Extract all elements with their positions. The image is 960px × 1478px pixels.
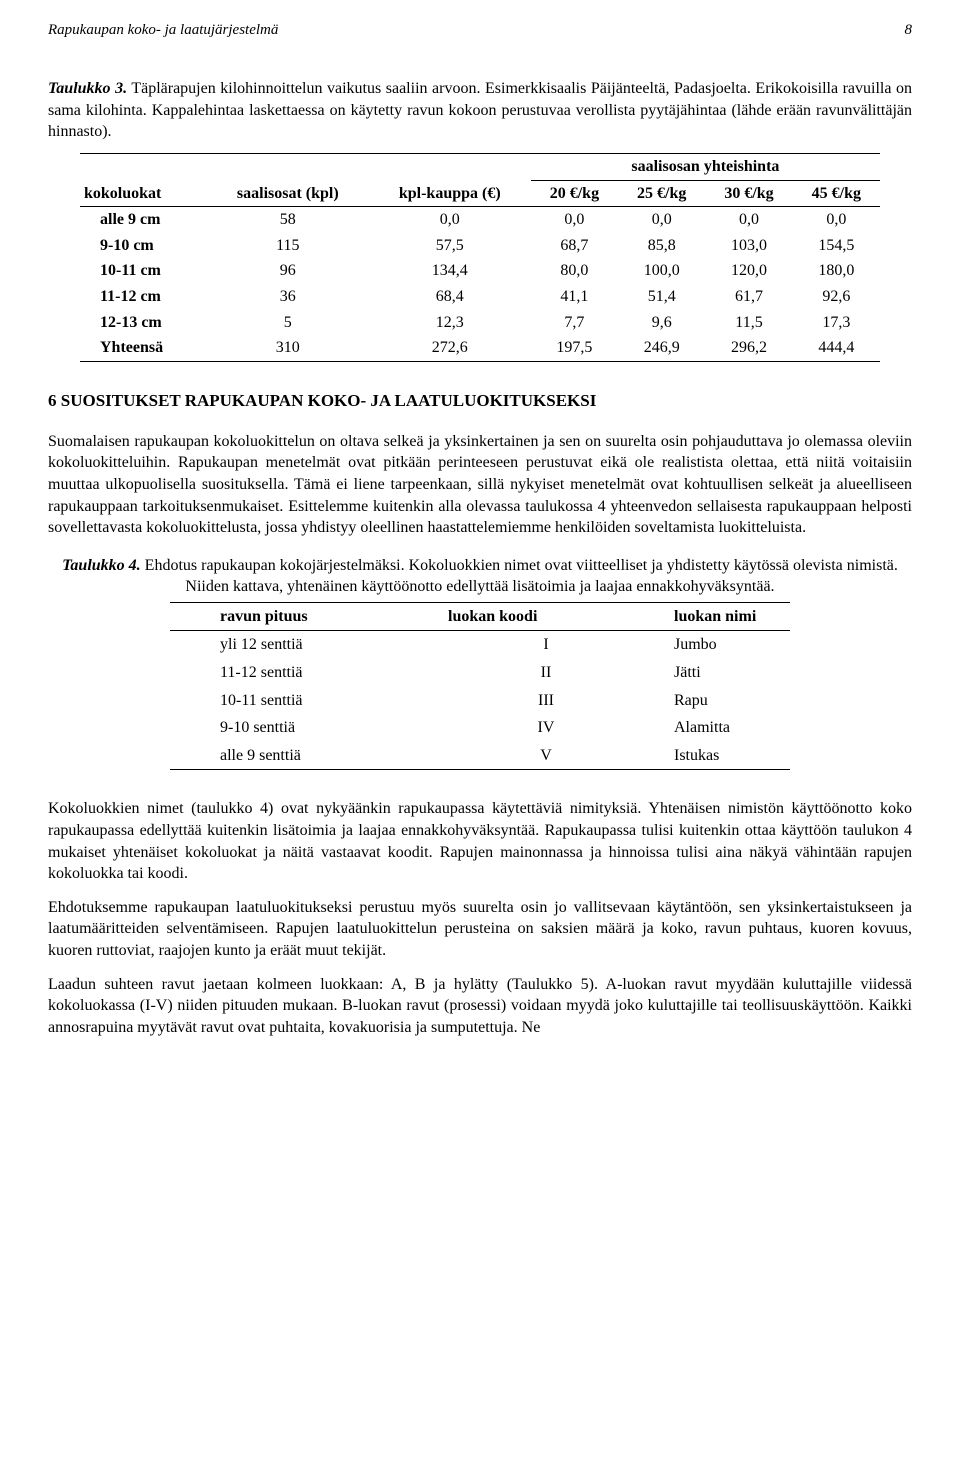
- table3-col-header: 20 €/kg: [531, 180, 618, 207]
- table-cell: III: [448, 687, 644, 715]
- table-cell: 58: [207, 207, 369, 233]
- table-cell: 180,0: [793, 258, 880, 284]
- table-cell: 92,6: [793, 284, 880, 310]
- table-cell: Jumbo: [644, 631, 790, 659]
- table-cell: 0,0: [705, 207, 792, 233]
- table-cell: 272,6: [369, 335, 531, 361]
- table-cell: IV: [448, 714, 644, 742]
- table-cell: 9-10 senttiä: [170, 714, 448, 742]
- table3-span-header: saalisosan yhteishinta: [531, 154, 880, 181]
- table-cell: I: [448, 631, 644, 659]
- table4-caption-text: Ehdotus rapukaupan kokojärjestelmäksi. K…: [141, 557, 898, 596]
- page-header: Rapukaupan koko- ja laatujärjestelmä 8: [48, 20, 912, 40]
- table-cell: Jätti: [644, 659, 790, 687]
- table-cell: 80,0: [531, 258, 618, 284]
- table-cell: 17,3: [793, 310, 880, 336]
- table-row: yli 12 senttiäIJumbo: [170, 631, 790, 659]
- table4-caption-title: Taulukko 4.: [62, 557, 141, 574]
- table-cell: 0,0: [618, 207, 705, 233]
- table-cell: 120,0: [705, 258, 792, 284]
- table-cell: V: [448, 742, 644, 770]
- table3-caption-title: Taulukko 3.: [48, 80, 127, 97]
- table-cell: Istukas: [644, 742, 790, 770]
- table-cell: alle 9 senttiä: [170, 742, 448, 770]
- table-cell: 11-12 senttiä: [170, 659, 448, 687]
- table-cell: alle 9 cm: [80, 207, 207, 233]
- table-row: 11-12 senttiäIIJätti: [170, 659, 790, 687]
- table-cell: 100,0: [618, 258, 705, 284]
- table-cell: Alamitta: [644, 714, 790, 742]
- section6-paragraph: Suomalaisen rapukaupan kokoluokittelun o…: [48, 431, 912, 539]
- table-row: 10-11 cm96134,480,0100,0120,0180,0: [80, 258, 880, 284]
- table-cell: yli 12 senttiä: [170, 631, 448, 659]
- table-cell: 68,7: [531, 233, 618, 259]
- table-cell: 96: [207, 258, 369, 284]
- table-cell: 7,7: [531, 310, 618, 336]
- table-cell: 0,0: [369, 207, 531, 233]
- table-cell: II: [448, 659, 644, 687]
- footer-paragraph: Ehdotuksemme rapukaupan laatuluokituksek…: [48, 897, 912, 962]
- table3-col-header: 30 €/kg: [705, 180, 792, 207]
- table4: ravun pituus luokan koodi luokan nimi yl…: [170, 602, 790, 771]
- table4-caption: Taulukko 4. Ehdotus rapukaupan kokojärje…: [48, 555, 912, 598]
- table-cell: 57,5: [369, 233, 531, 259]
- table3: kokoluokat saalisosat (kpl) kpl-kauppa (…: [80, 153, 880, 362]
- table4-body: yli 12 senttiäIJumbo11-12 senttiäIIJätti…: [170, 631, 790, 770]
- table-cell: 12,3: [369, 310, 531, 336]
- table-row: 10-11 senttiäIIIRapu: [170, 687, 790, 715]
- table-cell: 9,6: [618, 310, 705, 336]
- table-cell: 134,4: [369, 258, 531, 284]
- table-cell: Rapu: [644, 687, 790, 715]
- table-cell: 61,7: [705, 284, 792, 310]
- table4-col-header: luokan nimi: [644, 602, 790, 631]
- table-row: alle 9 senttiäVIstukas: [170, 742, 790, 770]
- table-cell: Yhteensä: [80, 335, 207, 361]
- section6-heading: 6 SUOSITUKSET RAPUKAUPAN KOKO- JA LAATUL…: [48, 390, 912, 413]
- table-cell: 12-13 cm: [80, 310, 207, 336]
- table-cell: 51,4: [618, 284, 705, 310]
- header-page-number: 8: [905, 20, 913, 40]
- table-cell: 310: [207, 335, 369, 361]
- footer-paragraph: Laadun suhteen ravut jaetaan kolmeen luo…: [48, 974, 912, 1039]
- table-cell: 0,0: [793, 207, 880, 233]
- table-row: 9-10 cm11557,568,785,8103,0154,5: [80, 233, 880, 259]
- table-cell: 85,8: [618, 233, 705, 259]
- table3-col-header: 45 €/kg: [793, 180, 880, 207]
- table-row: Yhteensä310272,6197,5246,9296,2444,4: [80, 335, 880, 361]
- table-cell: 197,5: [531, 335, 618, 361]
- table-cell: 41,1: [531, 284, 618, 310]
- table3-caption-text: Täplärapujen kilohinnoittelun vaikutus s…: [48, 80, 912, 140]
- table4-col-header: ravun pituus: [170, 602, 448, 631]
- table-cell: 9-10 cm: [80, 233, 207, 259]
- table3-col-header: saalisosat (kpl): [207, 154, 369, 207]
- table-cell: 11,5: [705, 310, 792, 336]
- table-row: 11-12 cm3668,441,151,461,792,6: [80, 284, 880, 310]
- table-row: alle 9 cm580,00,00,00,00,0: [80, 207, 880, 233]
- table-cell: 68,4: [369, 284, 531, 310]
- table4-col-header: luokan koodi: [448, 602, 644, 631]
- table-cell: 296,2: [705, 335, 792, 361]
- table-cell: 11-12 cm: [80, 284, 207, 310]
- table3-col-header: kokoluokat: [80, 154, 207, 207]
- table-cell: 5: [207, 310, 369, 336]
- table-row: 9-10 senttiäIVAlamitta: [170, 714, 790, 742]
- table-cell: 115: [207, 233, 369, 259]
- table-cell: 10-11 senttiä: [170, 687, 448, 715]
- table-cell: 154,5: [793, 233, 880, 259]
- table-cell: 246,9: [618, 335, 705, 361]
- header-title: Rapukaupan koko- ja laatujärjestelmä: [48, 20, 278, 40]
- table-cell: 444,4: [793, 335, 880, 361]
- table-row: 12-13 cm512,37,79,611,517,3: [80, 310, 880, 336]
- table-cell: 0,0: [531, 207, 618, 233]
- table3-col-header: kpl-kauppa (€): [369, 154, 531, 207]
- footer-paragraph: Kokoluokkien nimet (taulukko 4) ovat nyk…: [48, 798, 912, 884]
- table-cell: 36: [207, 284, 369, 310]
- table3-col-header: 25 €/kg: [618, 180, 705, 207]
- table3-body: alle 9 cm580,00,00,00,00,09-10 cm11557,5…: [80, 207, 880, 362]
- table3-caption: Taulukko 3. Täplärapujen kilohinnoittelu…: [48, 78, 912, 143]
- table-cell: 103,0: [705, 233, 792, 259]
- table-cell: 10-11 cm: [80, 258, 207, 284]
